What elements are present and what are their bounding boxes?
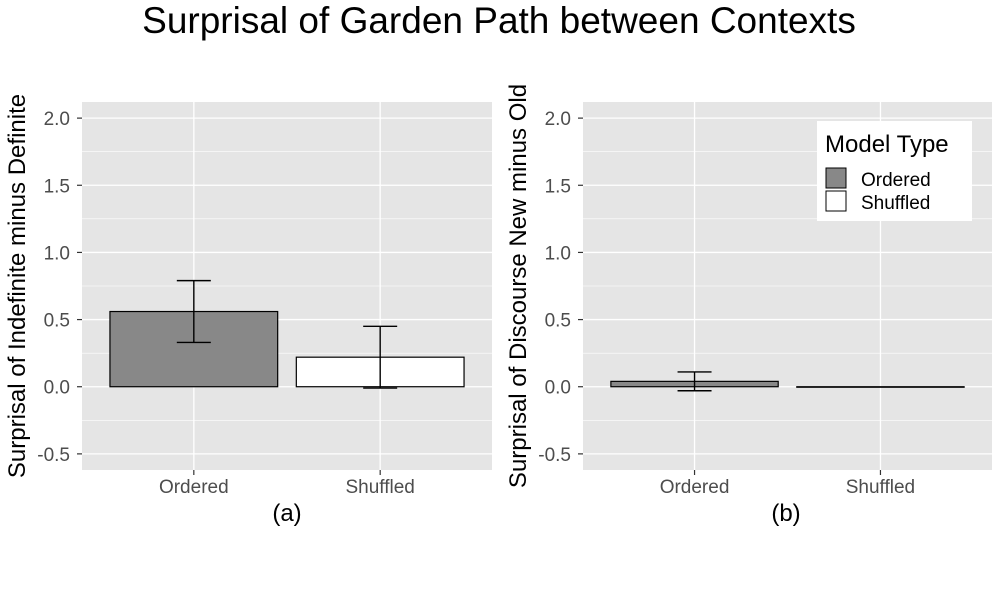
panel-a-error-bars bbox=[176, 279, 398, 389]
panel-b-bar-shuffled bbox=[796, 386, 965, 388]
panel-b-y-axis-label: Surprisal of Discourse New minus Old bbox=[505, 84, 532, 488]
panel-b-y-tick-label: -0.5 bbox=[538, 445, 571, 466]
panel-a-y-tick-label: 2.0 bbox=[44, 109, 70, 130]
panel-b: -0.50.00.51.01.52.0 Ordered Shuffled Surp… bbox=[505, 84, 992, 527]
panel-a-y-axis-label: Surprisal of Indefinite minus Definite bbox=[4, 94, 31, 478]
panel-b-error-bar-ordered bbox=[677, 371, 712, 392]
panel-a-x-ticks: Ordered Shuffled bbox=[159, 470, 415, 498]
panel-a-y-tick-label: 0.0 bbox=[44, 378, 70, 399]
panel-b-y-ticks: -0.5 0.0 0.5 1.0 1.5 2.0 bbox=[538, 109, 583, 466]
panel-a-y-tick-label: -0.5 bbox=[37, 445, 70, 466]
panel-a-y-tick-label: 1.0 bbox=[44, 243, 70, 264]
panel-b-x-tick-label: Shuffled bbox=[846, 477, 915, 498]
legend-key-shuffled bbox=[825, 190, 847, 212]
legend-title: Model Type bbox=[825, 131, 949, 158]
panel-b-error-bars bbox=[677, 371, 712, 392]
panel-a-error-bar-shuffled bbox=[363, 325, 398, 389]
panel-a-x-tick-label: Ordered bbox=[159, 477, 229, 498]
panel-b-y-tick-label: 0.0 bbox=[545, 378, 571, 399]
chart-title: Surprisal of Garden Path between Context… bbox=[142, 0, 856, 41]
panel-b-x-tick-label: Ordered bbox=[660, 477, 730, 498]
legend: Model Type Ordered Shuffled bbox=[817, 121, 972, 221]
legend-label-shuffled: Shuffled bbox=[861, 193, 930, 214]
legend-key-ordered bbox=[825, 167, 847, 189]
panel-a-error-bar-ordered bbox=[176, 279, 211, 344]
panel-a-x-axis-label: (a) bbox=[272, 500, 301, 527]
panel-b-y-tick-label: 2.0 bbox=[545, 109, 571, 130]
panel-b-x-ticks: Ordered Shuffled bbox=[660, 470, 915, 498]
panel-b-y-tick-label: 0.5 bbox=[545, 311, 571, 332]
panel-a: -0.5 0.0 0.5 1.0 1.5 2.0 Ordered Shuffled Surp… bbox=[4, 94, 492, 527]
panel-b-y-tick-label: 1.0 bbox=[545, 243, 571, 264]
panel-a-y-ticks: -0.5 0.0 0.5 1.0 1.5 2.0 bbox=[37, 109, 82, 466]
legend-label-ordered: Ordered bbox=[861, 170, 931, 191]
panel-b-x-axis-label: (b) bbox=[771, 500, 800, 527]
panel-a-y-tick-label: 0.5 bbox=[44, 311, 70, 332]
panel-b-y-tick-label: 1.5 bbox=[545, 176, 571, 197]
panel-a-x-tick-label: Shuffled bbox=[345, 477, 414, 498]
panel-a-y-tick-label: 1.5 bbox=[44, 176, 70, 197]
